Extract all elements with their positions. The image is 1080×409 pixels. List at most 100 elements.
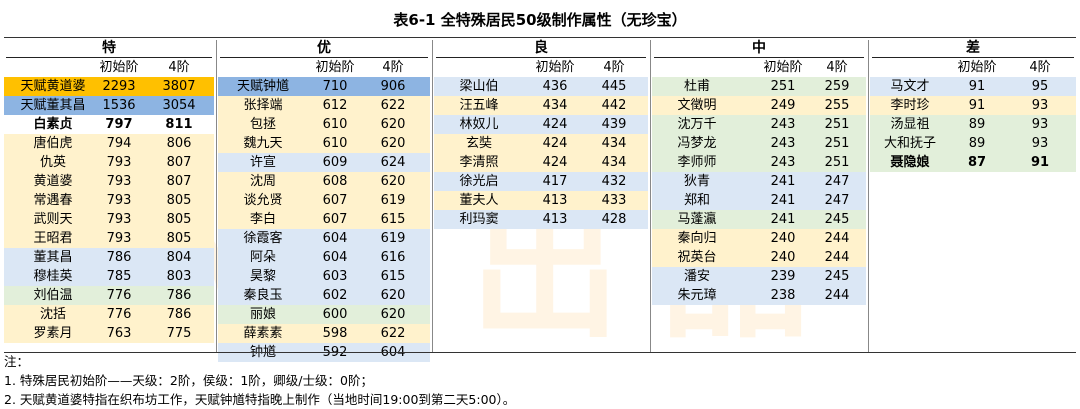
initial-tier-value: 243 <box>770 155 796 170</box>
resident-name: 李师师 <box>677 155 717 170</box>
tier4-value: 620 <box>380 174 406 189</box>
tier4-value: 811 <box>165 117 193 132</box>
tier4-value: 244 <box>824 231 850 246</box>
tier4-value: 439 <box>601 117 627 132</box>
table-row: 朱元璋 238 244 <box>652 286 866 305</box>
resident-name: 梁山伯 <box>459 79 499 94</box>
resident-name: 沈括 <box>39 307 66 322</box>
initial-tier-value: 793 <box>106 212 132 227</box>
tier4-value: 807 <box>166 155 192 170</box>
tier4-header: 4阶 <box>1029 60 1051 75</box>
resident-name: 黄道婆 <box>33 174 73 189</box>
table-row: 秦良玉 602 620 <box>218 286 430 305</box>
resident-name: 冯梦龙 <box>677 136 717 151</box>
table-row: 张择端 612 622 <box>218 96 430 115</box>
resident-name: 大和抚子 <box>883 136 936 151</box>
resident-name: 天赋董其昌 <box>20 98 86 113</box>
initial-tier-value: 610 <box>322 136 348 151</box>
initial-tier-value: 424 <box>542 117 568 132</box>
initial-tier-value: 793 <box>106 174 132 189</box>
grade-group: 差初始阶 4阶 马文才 91 95 李时珍 91 93 汤显祖 89 93 大和抚子 89 93 聂隐娘 87… <box>870 40 1076 172</box>
table-row: 李白 607 615 <box>218 210 430 229</box>
note-line-2: 2. 天赋黄道婆特指在织布坊工作，天赋钟馗特指晚上制作（当地时间19:00到第二… <box>4 392 516 407</box>
notes: 注： 1. 特殊居民初始阶——天级：2阶，侯级：1阶，卿级/士级：0阶； 2. … <box>4 352 1074 409</box>
initial-tier-value: 241 <box>770 193 796 208</box>
initial-tier-value: 241 <box>770 174 796 189</box>
column-headers: 初始阶 4阶 <box>870 58 1076 77</box>
initial-tier-value: 424 <box>542 136 568 151</box>
resident-name: 魏九天 <box>243 136 283 151</box>
tier4-value: 786 <box>166 307 192 322</box>
group-separator <box>432 40 433 352</box>
grade-header-divider <box>220 57 428 58</box>
resident-name: 刘伯温 <box>33 288 73 303</box>
resident-name: 徐光启 <box>459 174 499 189</box>
grade-header-divider <box>872 57 1074 58</box>
resident-name: 文徵明 <box>677 98 717 113</box>
initial-tier-value: 794 <box>106 136 132 151</box>
resident-name: 汤显祖 <box>890 117 930 132</box>
resident-name: 林奴儿 <box>459 117 499 132</box>
resident-name: 董夫人 <box>459 193 499 208</box>
initial-tier-value: 612 <box>322 98 348 113</box>
resident-name: 许宣 <box>249 155 276 170</box>
initial-tier-value: 607 <box>322 193 348 208</box>
resident-name: 朱元璋 <box>677 288 717 303</box>
initial-tier-value: 793 <box>106 231 132 246</box>
initial-tier-value: 604 <box>322 250 348 265</box>
table-row: 许宣 609 624 <box>218 153 430 172</box>
tier4-header: 4阶 <box>603 60 625 75</box>
tier4-value: 3807 <box>162 79 196 94</box>
resident-name: 秦良玉 <box>243 288 283 303</box>
table-row: 穆桂英 785 803 <box>4 267 214 286</box>
initial-tier-value: 786 <box>106 250 132 265</box>
tier4-value: 255 <box>824 98 850 113</box>
initial-tier-value: 785 <box>106 269 132 284</box>
table-row: 利玛窦 413 428 <box>434 210 648 229</box>
tier4-value: 428 <box>601 212 627 227</box>
table-row: 天赋董其昌 1536 3054 <box>4 96 214 115</box>
resident-name: 包拯 <box>249 117 276 132</box>
table-row: 沈周 608 620 <box>218 172 430 191</box>
initial-tier-value: 249 <box>770 98 796 113</box>
tier4-value: 615 <box>380 212 406 227</box>
resident-name: 沈周 <box>249 174 276 189</box>
table-row: 仇英 793 807 <box>4 153 214 172</box>
resident-name: 谈允贤 <box>243 193 283 208</box>
table-row: 唐伯虎 794 806 <box>4 134 214 153</box>
resident-name: 董其昌 <box>33 250 73 265</box>
initial-tier-value: 710 <box>322 79 348 94</box>
tier4-value: 786 <box>166 288 192 303</box>
table-row: 汤显祖 89 93 <box>870 115 1076 134</box>
table-row: 聂隐娘 87 91 <box>870 153 1076 172</box>
initial-tier-value: 598 <box>322 326 348 341</box>
initial-tier-value: 2293 <box>102 79 136 94</box>
tier4-value: 251 <box>824 117 850 132</box>
tier4-value: 807 <box>166 174 192 189</box>
initial-tier-value: 776 <box>106 307 132 322</box>
initial-tier-header: 初始阶 <box>535 60 575 75</box>
initial-tier-value: 413 <box>542 212 568 227</box>
tier4-value: 445 <box>601 79 627 94</box>
initial-tier-value: 238 <box>770 288 796 303</box>
resident-name: 李时珍 <box>890 98 930 113</box>
group-separator <box>650 40 651 352</box>
tier4-value: 616 <box>380 250 406 265</box>
column-headers: 初始阶 4阶 <box>652 58 866 77</box>
table-row: 大和抚子 89 93 <box>870 134 1076 153</box>
table-row: 黄道婆 793 807 <box>4 172 214 191</box>
resident-name: 武则天 <box>33 212 73 227</box>
grade-group: 特初始阶 4阶 天赋黄道婆 2293 3807 天赋董其昌 1536 3054 白素贞 797 81… <box>4 40 214 343</box>
table-row: 李师师 243 251 <box>652 153 866 172</box>
table-row: 林奴儿 424 439 <box>434 115 648 134</box>
initial-tier-value: 610 <box>322 117 348 132</box>
table-row: 白素贞 797 811 <box>4 115 214 134</box>
tier4-value: 251 <box>824 155 850 170</box>
tier4-value: 620 <box>380 288 406 303</box>
initial-tier-value: 436 <box>542 79 568 94</box>
resident-name: 李白 <box>249 212 276 227</box>
initial-tier-value: 600 <box>322 307 348 322</box>
initial-tier-value: 1536 <box>102 98 136 113</box>
tier4-value: 906 <box>380 79 406 94</box>
tier4-value: 245 <box>824 269 850 284</box>
